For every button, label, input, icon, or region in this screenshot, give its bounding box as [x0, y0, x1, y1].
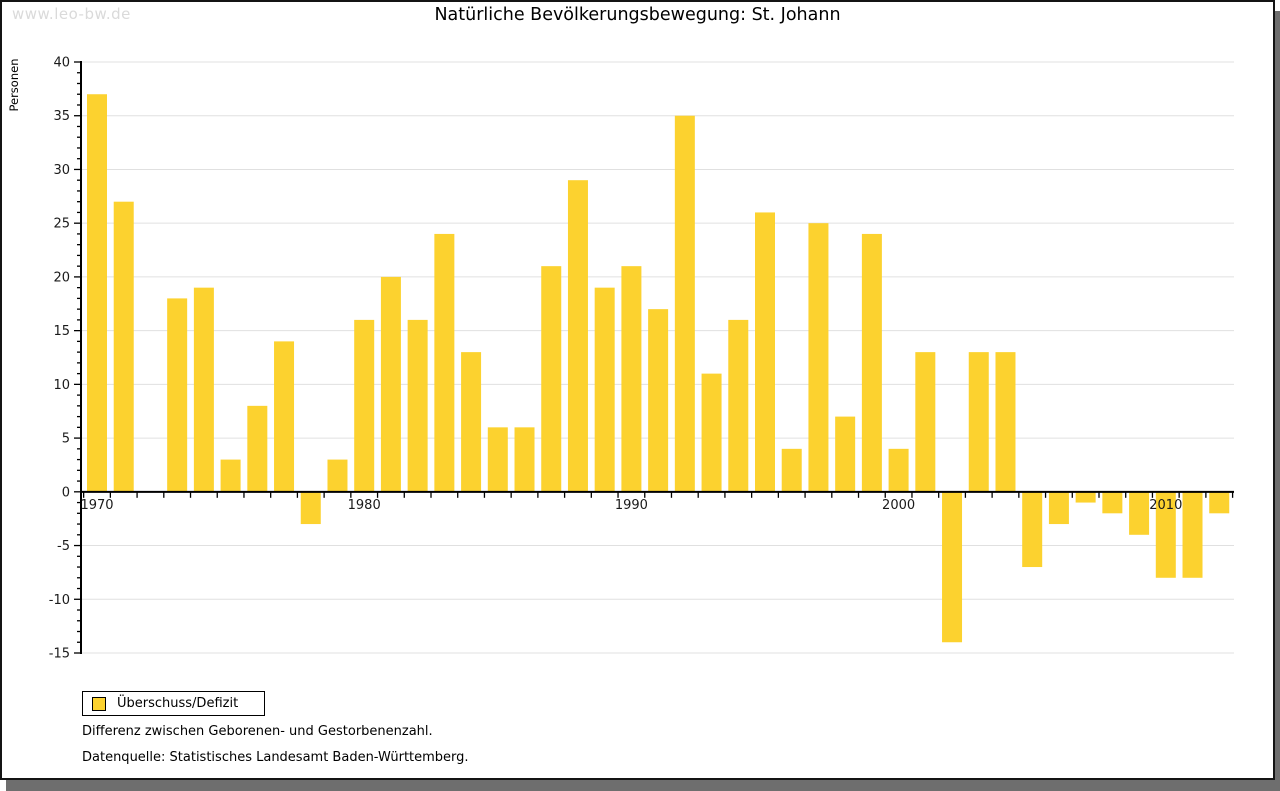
bar-1973 — [167, 298, 188, 492]
bar-1994 — [728, 319, 749, 492]
chart-canvas: -15 -10 -5 0 5 10 15 20 25 30 35 40 1970 1980 1990 2000… — [49, 56, 1234, 662]
legend-box: Überschuss/Defizit — [82, 691, 266, 716]
bar-2009 — [1129, 491, 1150, 535]
bar-1974 — [193, 287, 214, 492]
x-tick-label-1990: 1990 — [615, 498, 648, 513]
y-tick-label: 15 — [53, 324, 70, 339]
bar-1987 — [541, 266, 562, 492]
bar-1983 — [434, 233, 455, 492]
bar-2003 — [968, 352, 989, 492]
bar-1991 — [648, 309, 669, 492]
bar-1975 — [220, 459, 241, 492]
bar-1997 — [808, 223, 829, 492]
bar-2005 — [1022, 491, 1043, 568]
bar-1992 — [674, 115, 695, 492]
x-tick-label-2000: 2000 — [882, 498, 915, 513]
bar-1979 — [327, 459, 348, 492]
bar-1976 — [247, 405, 268, 492]
chart-title: Natürliche Bevölkerungsbewegung: St. Joh… — [434, 5, 841, 25]
y-tick-label: 20 — [53, 270, 70, 285]
legend-label: Überschuss/Defizit — [117, 696, 239, 711]
y-tick-label: -5 — [57, 539, 70, 554]
bar-1981 — [380, 276, 401, 492]
y-tick-label: -10 — [49, 593, 70, 608]
bar-1986 — [514, 427, 535, 492]
x-tick-label-2010: 2010 — [1149, 498, 1182, 513]
legend-swatch — [92, 696, 106, 711]
y-tick-label: 25 — [53, 217, 70, 232]
bar-1978 — [300, 491, 321, 525]
bar-2008 — [1102, 491, 1123, 514]
bar-2006 — [1048, 491, 1069, 525]
bar-1990 — [621, 266, 642, 492]
bar-2011 — [1182, 491, 1203, 578]
bar-2000 — [888, 448, 909, 492]
watermark: www.leo-bw.de — [12, 5, 131, 23]
bar-1982 — [407, 319, 428, 492]
bar-1980 — [354, 319, 375, 492]
y-tick-label: 5 — [62, 432, 70, 447]
bar-1995 — [755, 212, 775, 492]
chart-note-description: Differenz zwischen Geborenen- und Gestor… — [82, 724, 433, 739]
bar-1996 — [781, 448, 802, 492]
bar-2004 — [995, 352, 1016, 492]
bar-1989 — [594, 287, 615, 492]
bar-2007 — [1075, 491, 1096, 503]
bar-2012 — [1209, 491, 1230, 514]
bar-1984 — [461, 352, 482, 492]
y-tick-label: 10 — [53, 378, 70, 393]
bar-1998 — [835, 416, 856, 492]
bar-1999 — [861, 233, 882, 492]
bar-2002 — [942, 491, 963, 643]
bar-1977 — [274, 341, 295, 492]
x-tick-label-1970: 1970 — [80, 498, 113, 513]
y-tick-label: 30 — [53, 163, 70, 178]
bar-1993 — [701, 373, 722, 492]
bar-1985 — [487, 427, 508, 492]
bar-2010 — [1155, 491, 1176, 578]
chart-note-source: Datenquelle: Statistisches Landesamt Bad… — [82, 750, 469, 765]
x-tick-label-1980: 1980 — [348, 498, 381, 513]
y-tick-label: 35 — [53, 109, 70, 124]
bar-1988 — [567, 180, 588, 492]
bar-1970 — [87, 94, 107, 492]
bar-2001 — [915, 352, 936, 492]
y-tick-label: -15 — [49, 647, 70, 662]
y-tick-label: 40 — [53, 56, 70, 71]
bar-1971 — [113, 201, 134, 492]
y-tick-label: 0 — [62, 485, 70, 500]
